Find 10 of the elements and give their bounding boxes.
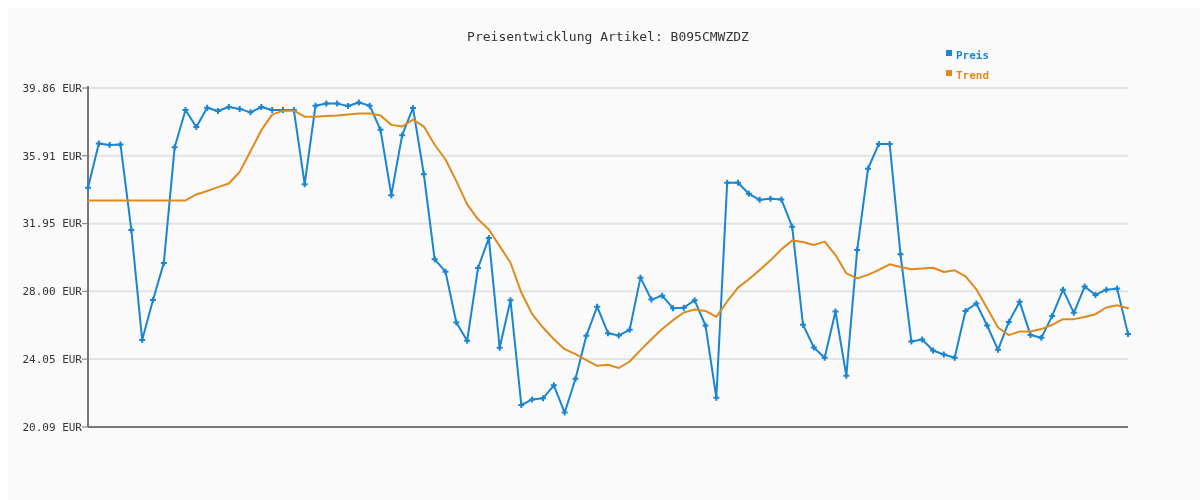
chart-title: Preisentwicklung Artikel: B095CMWZDZ	[467, 29, 750, 44]
y-tick-label: 39.86 EUR	[22, 81, 83, 95]
y-tick-label: 24.05 EUR	[22, 352, 83, 366]
y-tick-label: 20.09 EUR	[22, 420, 83, 434]
y-tick-label: 35.91 EUR	[22, 149, 83, 163]
legend-label: Preis	[956, 49, 990, 62]
y-tick-label: 31.95 EUR	[22, 217, 83, 231]
y-tick-label: 28.00 EUR	[22, 285, 83, 299]
legend-label: Trend	[956, 69, 990, 82]
line-series	[87, 109, 1129, 370]
